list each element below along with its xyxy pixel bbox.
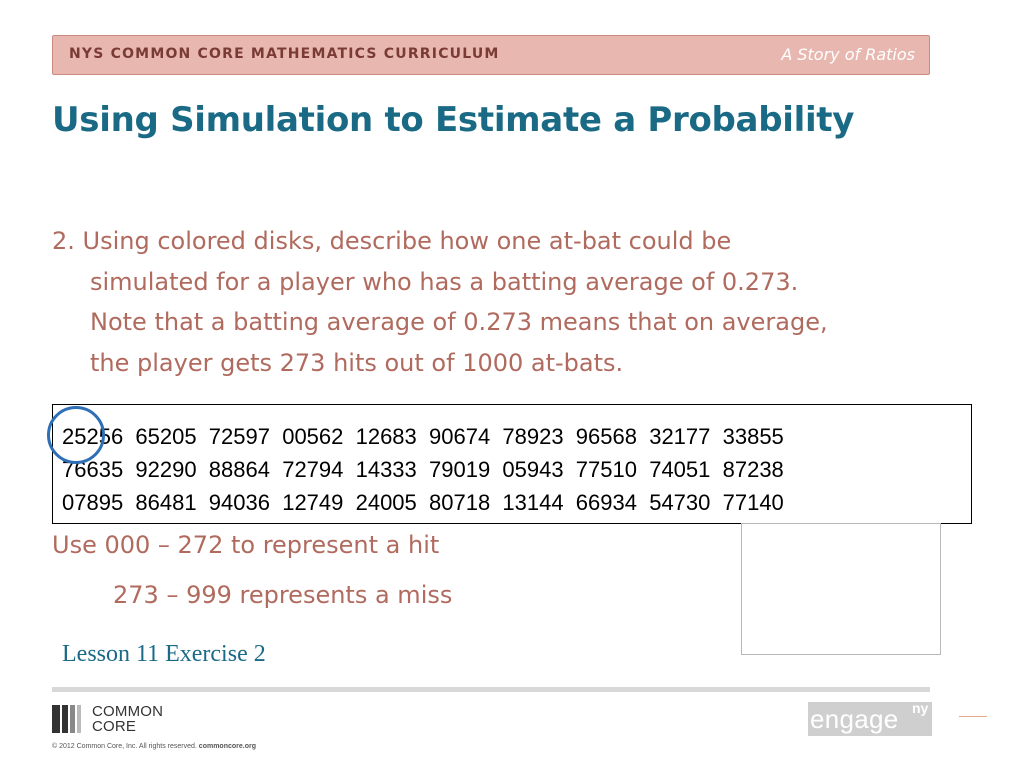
common-core-logo: COMMON CORE <box>52 703 192 737</box>
hit-rule: Use 000 – 272 to represent a hit <box>52 531 440 559</box>
miss-rule: 273 – 999 represents a miss <box>113 581 453 609</box>
random-number-row: 07895 86481 94036 12749 24005 80718 1314… <box>62 490 784 515</box>
question-line: simulated for a player who has a batting… <box>90 267 799 296</box>
corner-accent-line <box>959 716 987 717</box>
engage-wordmark: engage <box>810 704 899 734</box>
copyright-link[interactable]: commoncore.org <box>198 743 256 750</box>
random-number-table: 25256 65205 72597 00562 12683 90674 7892… <box>52 404 972 524</box>
random-number-row: 76635 92290 88864 72794 14333 79019 0594… <box>62 457 784 482</box>
common-core-bars-icon <box>52 705 86 733</box>
curriculum-name: NYS COMMON CORE MATHEMATICS CURRICULUM <box>69 46 500 62</box>
copyright-notice: © 2012 Common Core, Inc. All rights rese… <box>52 743 256 750</box>
question-line: the player gets 273 hits out of 1000 at-… <box>90 348 624 377</box>
footer-divider <box>52 687 930 692</box>
curriculum-header-bar: NYS COMMON CORE MATHEMATICS CURRICULUM A… <box>52 35 930 75</box>
question-line: 2. Using colored disks, describe how one… <box>52 227 732 255</box>
question-text: 2. Using colored disks, describe how one… <box>52 221 942 383</box>
engage-ny-superscript: ny <box>912 700 929 716</box>
answer-box <box>741 523 941 655</box>
common-core-wordmark: COMMON CORE <box>92 703 164 735</box>
slide-title: Using Simulation to Estimate a Probabili… <box>52 100 855 140</box>
question-line: Note that a batting average of 0.273 mea… <box>90 308 828 336</box>
lesson-label: Lesson 11 Exercise 2 <box>62 641 266 667</box>
random-number-row: 25256 65205 72597 00562 12683 90674 7892… <box>62 424 784 449</box>
engageny-logo: engage ny <box>808 700 932 736</box>
story-name: A Story of Ratios <box>781 45 915 64</box>
highlight-circle <box>47 406 105 464</box>
